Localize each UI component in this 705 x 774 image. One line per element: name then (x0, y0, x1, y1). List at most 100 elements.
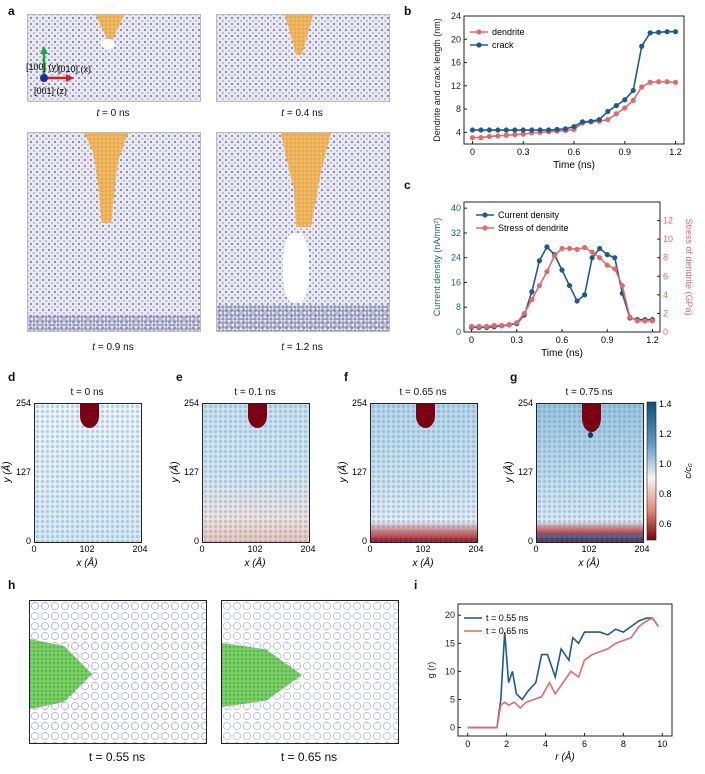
y2-tick-label: 2 (663, 308, 668, 318)
x-tick-label: 0 (465, 739, 470, 749)
crack-void (283, 233, 309, 303)
x-tick-label: 0.9 (601, 335, 614, 345)
data-point-0 (544, 244, 550, 250)
y-axis-label: Current density (nA/nm²) (432, 218, 442, 317)
panel-label-i: i (414, 578, 418, 592)
data-point-1 (639, 43, 645, 49)
heatmap-xtick: 204 (468, 544, 483, 554)
legend-label-1: t = 0.65 ns (486, 626, 529, 636)
y-tick-label: 15 (445, 638, 455, 648)
x-axis-label: r (Å) (555, 750, 574, 763)
panel-label-h: h (8, 578, 16, 592)
axis-y-arrowhead (40, 46, 48, 54)
data-point-1 (529, 127, 535, 133)
disordered-layer (217, 305, 389, 331)
data-point-1 (537, 127, 543, 133)
heatmap-axes: 0 127 254 0 102 204 x (Å) y (Å) (502, 398, 650, 569)
heatmap-xtick: 204 (634, 544, 649, 554)
y-tick-label: 8 (456, 104, 461, 114)
data-point-1 (491, 322, 497, 329)
data-point-0 (566, 282, 573, 289)
legend-label-0: Current density (498, 210, 560, 220)
y2-tick-label: 6 (663, 271, 668, 281)
panel-label-d: d (8, 370, 16, 384)
data-point-1 (571, 123, 577, 130)
colorbar-tick: 1.4 (659, 399, 672, 409)
y2-tick-label: 8 (663, 253, 668, 263)
data-point-1 (597, 255, 603, 261)
data-point-0 (536, 258, 542, 264)
colorbar-label: c/c₀ (683, 463, 693, 479)
x-tick-label: 0.6 (556, 335, 569, 345)
data-point-0 (647, 79, 653, 85)
data-point-1 (589, 249, 595, 255)
crack-tip (587, 432, 593, 438)
data-point-1 (582, 244, 588, 251)
snapshot-t09 (27, 132, 201, 332)
y2-axis-label: Stress of dendrite (GPa) (684, 218, 694, 315)
heatmap-xtick: 102 (581, 544, 596, 554)
data-point-1 (499, 322, 505, 329)
legend-marker-0 (476, 29, 482, 35)
axis-triad: [100] (y) [010] (x) [001] (z) (26, 46, 91, 96)
dendrite (96, 15, 124, 39)
data-point-1 (551, 253, 558, 259)
plot-frame (463, 201, 661, 333)
heatmap-xlabel: x (Å) (411, 556, 433, 569)
heatmap-xlabel: x (Å) (243, 556, 265, 569)
data-point-1 (484, 323, 490, 330)
data-point-1 (544, 269, 550, 275)
data-point-0 (469, 135, 476, 141)
data-point-0 (589, 255, 595, 261)
y-tick-label: 20 (451, 34, 461, 44)
heatmap-xtick: 102 (415, 544, 430, 554)
data-point-1 (574, 246, 580, 252)
chart-i: 0 2 4 6 8 10 0 5 10 15 20 r (Å) g (r) t = 0.55 ns t = … (426, 603, 673, 763)
data-point-1 (613, 103, 619, 109)
data-point-0 (512, 132, 518, 138)
data-point-0 (613, 111, 619, 117)
heatmap-2 (370, 403, 478, 543)
heatmap-xtick: 102 (247, 544, 262, 554)
colorbar-bar (646, 401, 657, 541)
legend-marker-1 (482, 225, 488, 231)
data-point-1 (476, 323, 482, 330)
heatmap-axes: 0 127 254 0 102 204 x (Å) y (Å) (336, 398, 484, 569)
heatmap-title: t = 0.65 ns (399, 387, 447, 398)
data-point-0 (612, 255, 618, 261)
y-tick-label: 32 (451, 228, 461, 238)
data-point-0 (559, 267, 565, 273)
data-point-1 (642, 318, 648, 324)
snapshot-t0 (27, 14, 201, 102)
heatmap-xtick: 0 (31, 544, 36, 554)
data-point-1 (649, 318, 656, 324)
colorbar: 1.4 1.2 1.0 0.8 0.6 c/c₀ (646, 399, 693, 541)
data-point-0 (597, 245, 603, 252)
data-point-1 (647, 30, 653, 36)
dendrite-region (415, 404, 435, 428)
y-tick-label: 40 (451, 203, 461, 213)
panel-label-g: g (510, 370, 518, 384)
heatmap-xtick: 0 (199, 544, 204, 554)
data-point-0 (582, 292, 588, 298)
heatmap-ytick: 0 (26, 536, 31, 546)
x-tick-label: 0.9 (619, 147, 632, 157)
data-point-1 (612, 266, 618, 272)
data-point-1 (468, 323, 475, 330)
heatmap-xlabel: x (Å) (75, 556, 97, 569)
data-point-0 (656, 79, 662, 85)
colorbar-tick: 1.2 (659, 429, 672, 439)
y-tick-label: 4 (456, 127, 461, 137)
heatmap-ytick: 0 (362, 536, 367, 546)
heatmap-ytick: 127 (352, 467, 367, 477)
data-point-0 (605, 116, 611, 123)
legend-marker-1 (476, 42, 482, 48)
y-tick-label: 0 (456, 327, 461, 337)
caption-h-1: t = 0.65 ns (280, 750, 338, 764)
legend-label-0: dendrite (492, 27, 525, 37)
colorbar-tick: 1.0 (659, 459, 672, 469)
data-point-1 (554, 126, 560, 133)
data-point-1 (619, 282, 625, 289)
dendrite-region (581, 404, 601, 432)
caption-h-0: t = 0.55 ns (88, 750, 146, 764)
